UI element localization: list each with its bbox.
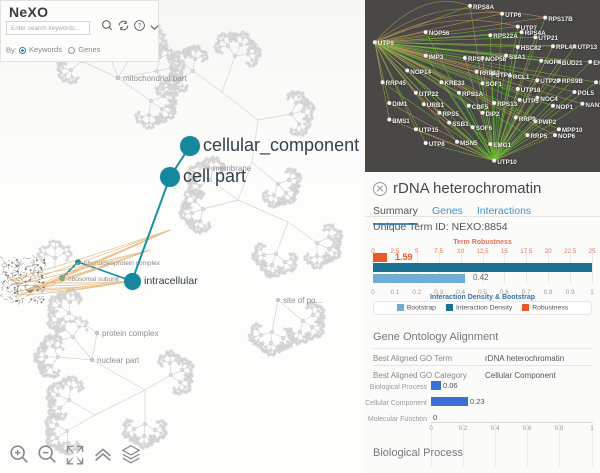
svg-text:?: ?: [138, 24, 142, 30]
